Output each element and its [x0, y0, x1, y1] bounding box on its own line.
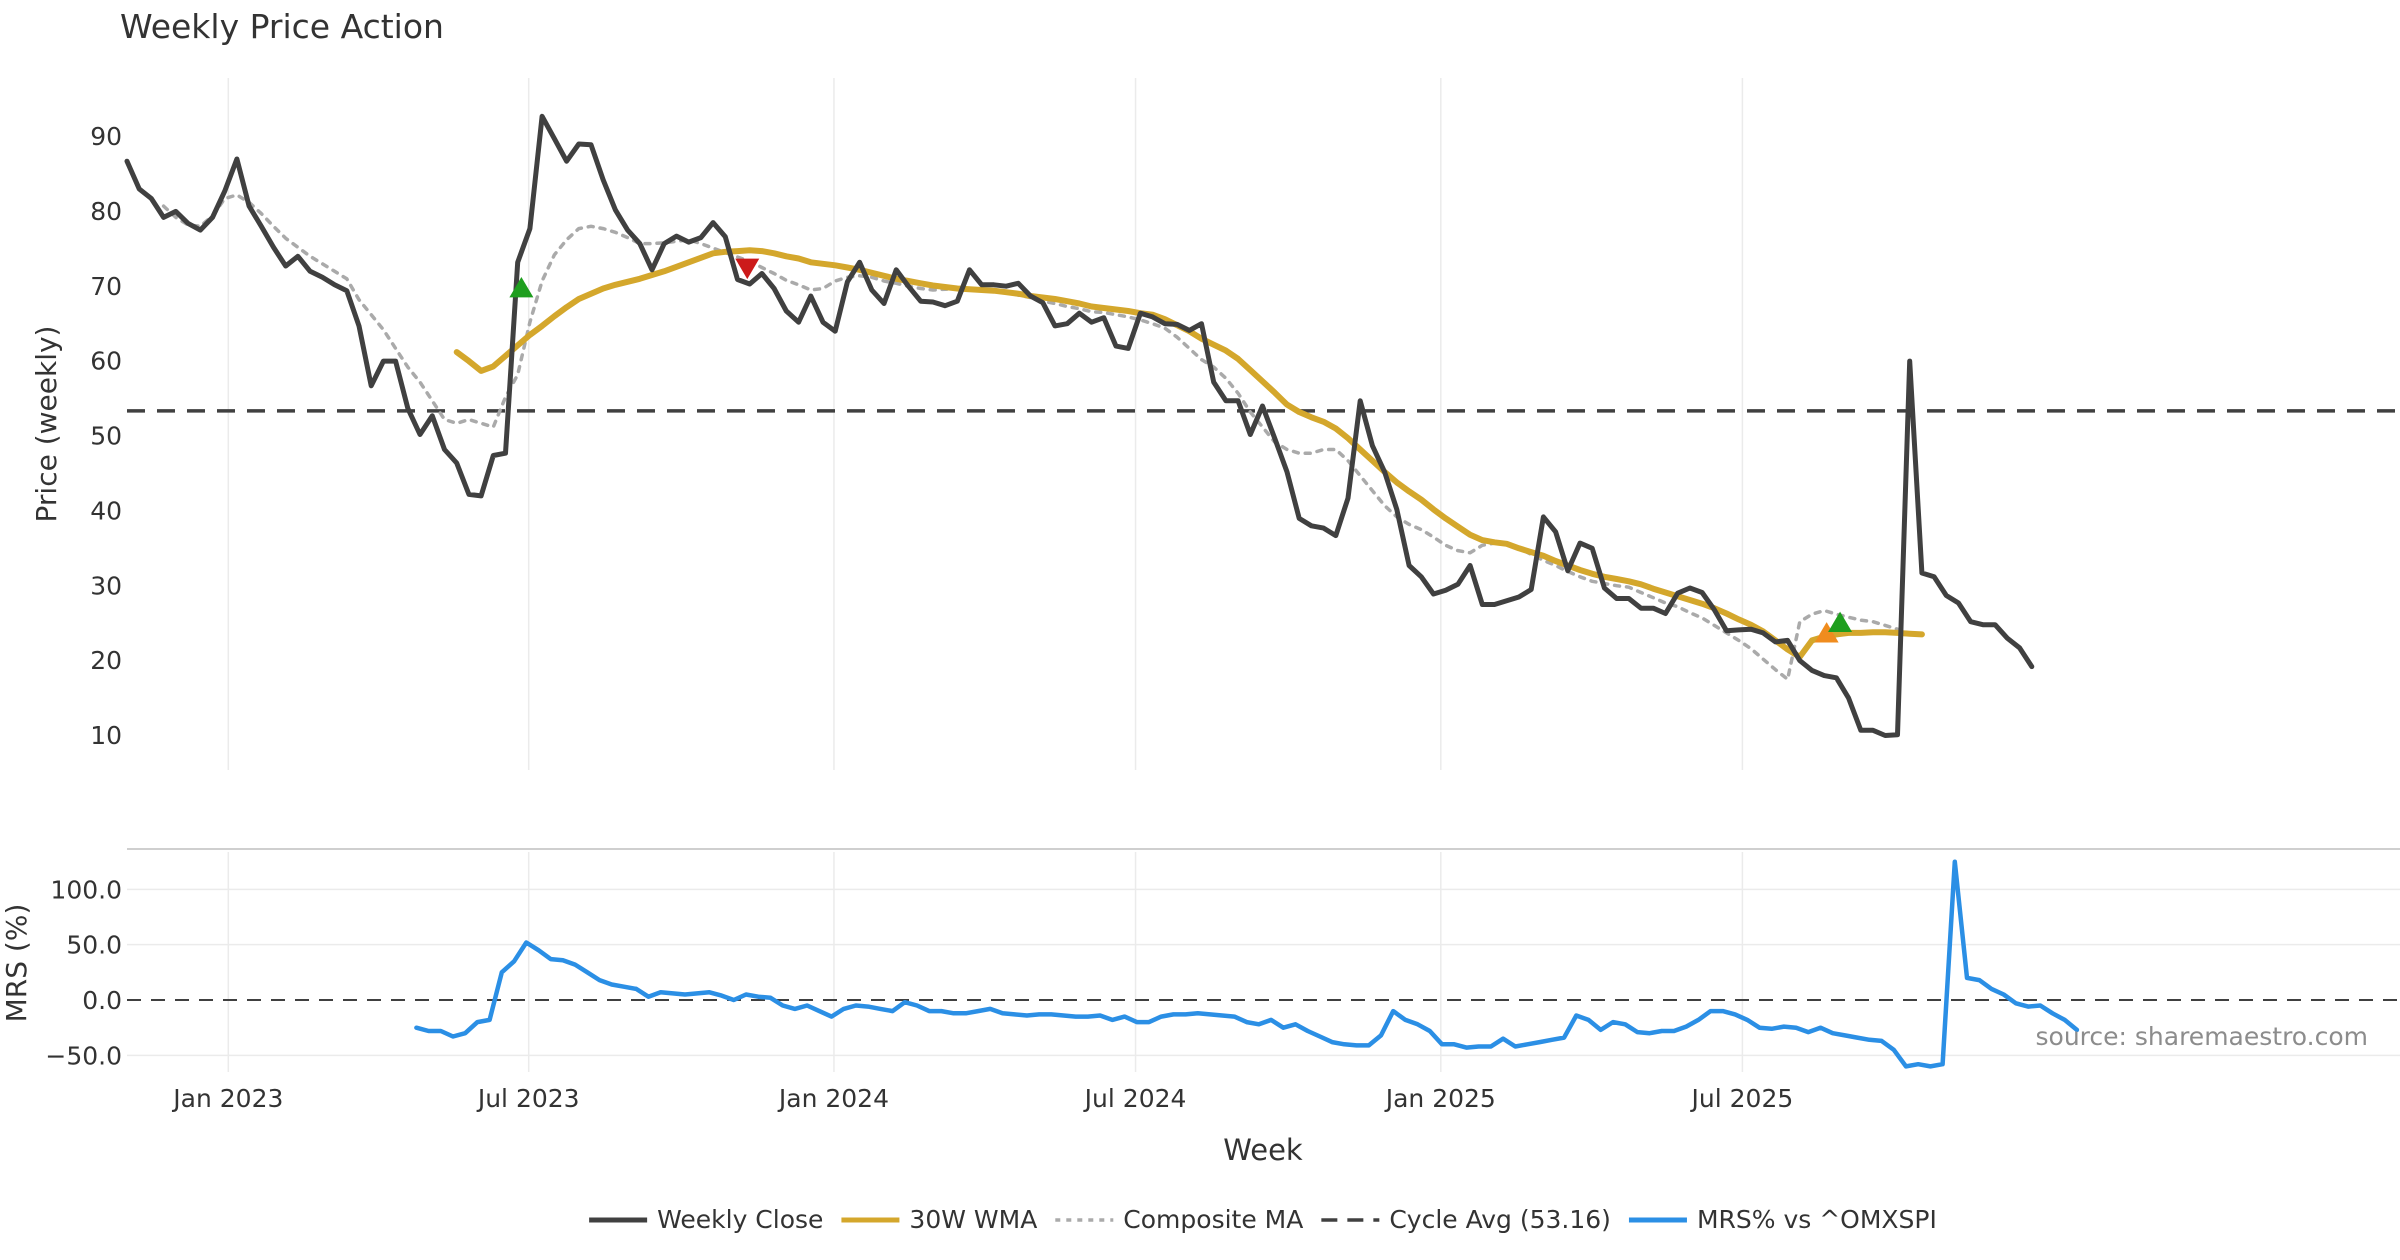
x-tick-jan-2023: Jan 2023: [171, 1084, 283, 1113]
legend-item-composite-ma: Composite MA: [1055, 1205, 1303, 1234]
mrs-grid: [127, 852, 2400, 1072]
chart-title: Weekly Price Action: [120, 7, 444, 46]
price-ytick-20: 20: [90, 646, 122, 675]
source-annotation: source: sharemaestro.com: [2036, 1022, 2369, 1051]
mrs-y-ticks: 100.0 50.0 0.0 −50.0: [45, 875, 122, 1070]
mrs-y-axis-label: MRS (%): [0, 904, 33, 1023]
legend-label-30w-wma: 30W WMA: [909, 1205, 1037, 1234]
price-ytick-90: 90: [90, 122, 122, 151]
signal-marker-buy-4: [1828, 611, 1853, 633]
price-ytick-40: 40: [90, 496, 122, 525]
x-tick-jan-2025: Jan 2025: [1384, 1084, 1496, 1113]
legend-label-composite-ma: Composite MA: [1123, 1205, 1303, 1234]
mrs-panel: 100.0 50.0 0.0 −50.0 MRS (%) source: sharem…: [0, 848, 2400, 1167]
mrs-ytick-0: 100.0: [50, 875, 122, 904]
price-grid: [227, 78, 1744, 770]
legend-item-30w-wma: 30W WMA: [841, 1205, 1037, 1234]
signal-markers: [509, 258, 1853, 643]
legend-label-weekly-close: Weekly Close: [657, 1205, 823, 1234]
mrs-vs-omxspi-line: [414, 859, 2080, 1069]
chart-legend: Weekly Close 30W WMA Composite MA Cycle Avg…: [589, 1205, 1937, 1234]
price-series: [124, 113, 2400, 738]
mrs-ytick-2: 0.0: [82, 986, 122, 1015]
legend-item-mrs-vs-omxspi: MRS% vs ^OMXSPI: [1628, 1205, 1937, 1234]
signal-marker-buy-1: [509, 276, 534, 298]
x-tick-jan-2024: Jan 2024: [777, 1084, 889, 1113]
legend-label-cycle-avg-53-16: Cycle Avg (53.16): [1389, 1205, 1611, 1234]
price-y-axis-label: Price (weekly): [30, 326, 63, 523]
price-panel: Weekly Price Action 10 20 30 40 50 60 70 80 90 P…: [30, 7, 2400, 770]
x-tick-jul-2023: Jul 2023: [476, 1084, 580, 1113]
weekly-close-line: [124, 113, 2035, 738]
x-axis-label: Week: [1223, 1133, 1303, 1167]
price-ytick-70: 70: [90, 272, 122, 301]
price-ytick-80: 80: [90, 197, 122, 226]
price-y-ticks: 10 20 30 40 50 60 70 80 90: [90, 122, 122, 750]
x-tick-jul-2025: Jul 2025: [1690, 1084, 1794, 1113]
legend-item-cycle-avg-53-16: Cycle Avg (53.16): [1321, 1205, 1611, 1234]
signal-marker-sell-2: [735, 258, 760, 280]
legend-item-weekly-close: Weekly Close: [589, 1205, 823, 1234]
mrs-ytick-1: 50.0: [66, 931, 122, 960]
mrs-ytick-3: −50.0: [45, 1041, 122, 1070]
mrs-series: [414, 859, 2080, 1069]
signal-marker-buy-3: [1814, 622, 1839, 643]
price-ytick-30: 30: [90, 571, 122, 600]
x-axis-ticks: Jan 2023 Jul 2023 Jan 2024 Jul 2024 Jan 2025…: [171, 1084, 1793, 1113]
price-ytick-60: 60: [90, 347, 122, 376]
x-tick-jul-2024: Jul 2024: [1083, 1084, 1187, 1113]
price-ytick-10: 10: [90, 721, 122, 750]
price-ytick-50: 50: [90, 422, 122, 451]
legend-label-mrs-vs-omxspi: MRS% vs ^OMXSPI: [1697, 1205, 1937, 1234]
